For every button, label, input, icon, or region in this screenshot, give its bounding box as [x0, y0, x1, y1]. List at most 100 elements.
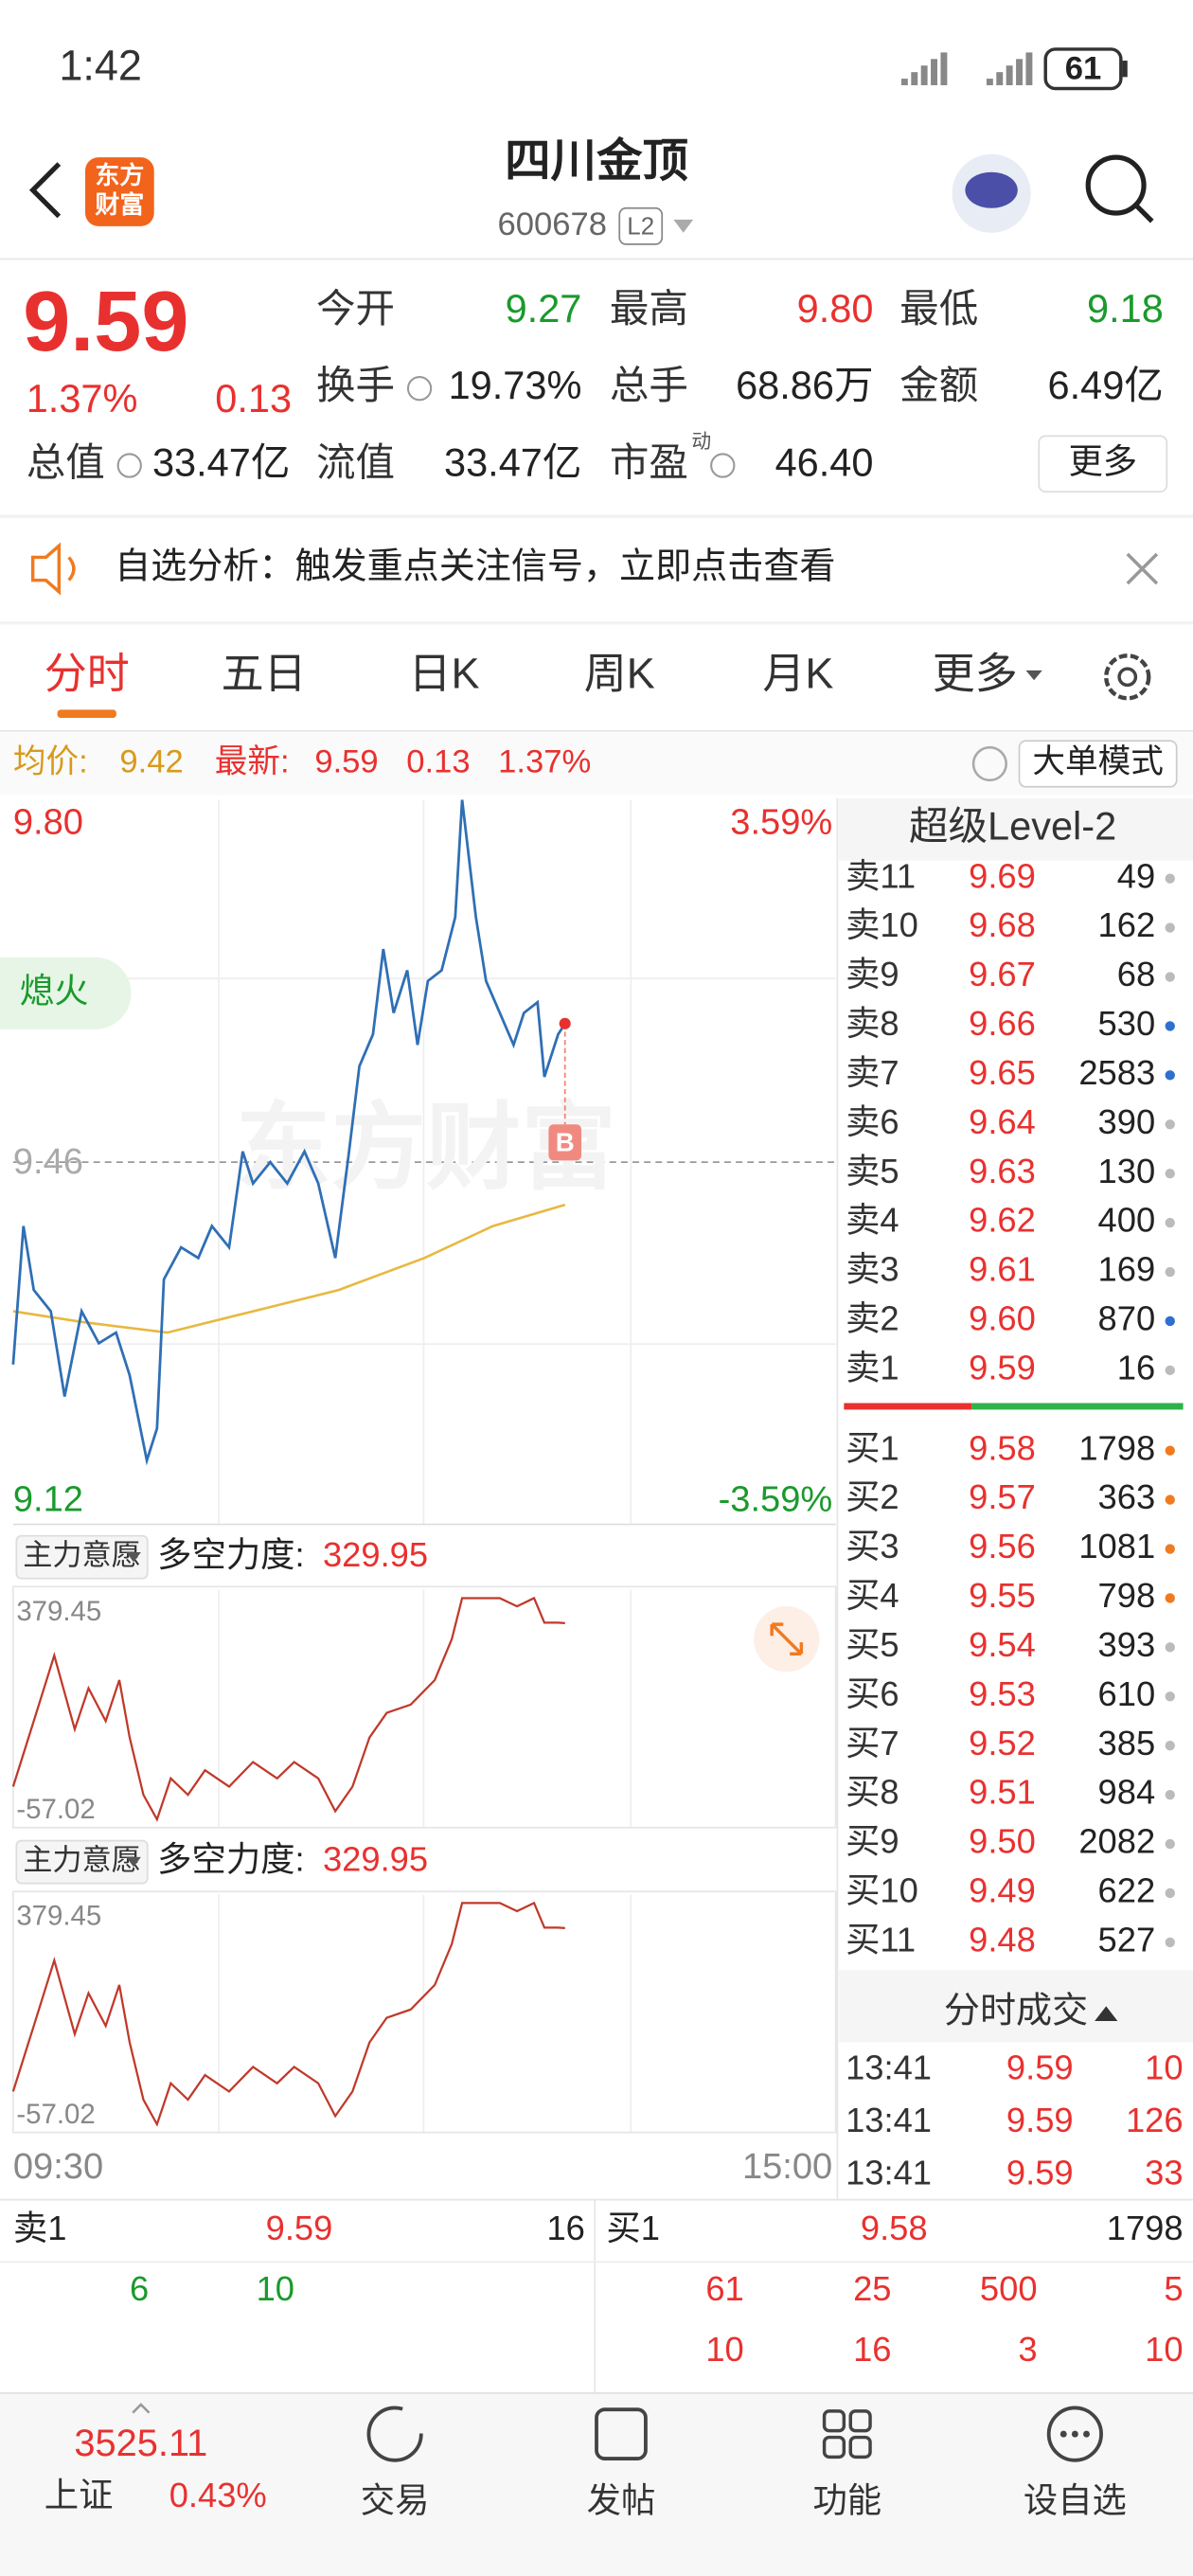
stock-name: 四川金顶 — [505, 135, 688, 187]
signal-bar — [940, 52, 948, 85]
buy-queue-order: 5 — [1164, 2269, 1183, 2308]
order-price: 9.49 — [969, 1871, 1036, 1910]
price-line — [11, 799, 566, 1466]
stat-value: 46.40 — [775, 439, 874, 484]
trade-time: 13:41 — [846, 2048, 932, 2086]
order-price: 9.61 — [969, 1250, 1036, 1289]
avatar-face — [965, 171, 1018, 208]
signal-bar — [986, 79, 993, 85]
signal-bar — [1025, 52, 1033, 85]
nav-item[interactable]: 设自选 — [1024, 2480, 1127, 2519]
order-price: 9.54 — [969, 1625, 1036, 1664]
order-dot — [1165, 1741, 1175, 1751]
avg-label: 均价: — [13, 744, 88, 780]
tab[interactable]: 月K — [762, 650, 833, 698]
buy-queue-order: 25 — [853, 2269, 891, 2308]
order-price: 9.68 — [969, 905, 1036, 944]
nav-item[interactable]: 发帖 — [587, 2480, 656, 2519]
order-volume: 1798 — [1078, 1428, 1155, 1467]
order-volume: 162 — [1098, 905, 1156, 944]
buy-queue-order: 500 — [980, 2269, 1038, 2308]
change-pct: 1.37% — [27, 376, 138, 420]
order-level: 买9 — [846, 1822, 899, 1861]
indicator-frame — [11, 1585, 837, 1829]
info-icon[interactable] — [406, 376, 433, 402]
sell-price: 9.59 — [266, 2209, 333, 2247]
indicator-selector-text[interactable]: 主力意愿 — [23, 1538, 141, 1571]
order-price: 9.67 — [969, 955, 1036, 993]
indicator-min: -57.02 — [16, 1794, 95, 1825]
speaker-icon — [30, 542, 76, 596]
settings-hub — [1117, 667, 1138, 688]
search-icon[interactable] — [1085, 154, 1147, 216]
mode-button-text[interactable]: 大单模式 — [1032, 744, 1163, 780]
stat-label: 金额 — [899, 363, 978, 407]
info-icon[interactable] — [116, 453, 142, 478]
index-value[interactable]: 3525.11 — [74, 2423, 207, 2464]
search-handle — [1133, 203, 1154, 224]
order-level: 卖6 — [846, 1102, 899, 1141]
order-volume: 68 — [1117, 955, 1155, 993]
nav-item[interactable]: 功能 — [812, 2480, 881, 2519]
order-level: 卖10 — [846, 905, 918, 944]
order-dot — [1165, 1494, 1175, 1505]
tab[interactable]: 更多 — [933, 650, 1018, 698]
indicator-selector — [15, 1839, 149, 1885]
close-icon[interactable] — [1126, 552, 1159, 585]
tab[interactable]: 分时 — [45, 650, 130, 698]
nav-icon-dot — [1059, 2430, 1067, 2438]
indicator-label: 多空力度: — [157, 1535, 304, 1574]
tab[interactable]: 日K — [409, 650, 480, 698]
trades-title[interactable]: 分时成交 — [944, 1991, 1088, 2030]
order-level: 卖2 — [846, 1299, 899, 1338]
stat-value: 9.27 — [506, 286, 582, 331]
order-volume: 363 — [1098, 1477, 1156, 1516]
nav-icon — [848, 2409, 872, 2433]
trade-price: 9.59 — [1006, 2048, 1074, 2086]
order-price: 9.57 — [969, 1477, 1036, 1516]
buy-queue-order: 10 — [705, 2330, 743, 2369]
stat-value: 9.18 — [1087, 286, 1164, 331]
status-time: 1:42 — [59, 42, 142, 90]
order-level: 卖9 — [846, 955, 899, 993]
nav-icon — [366, 2406, 423, 2462]
nav-icon — [822, 2409, 846, 2433]
notice-text[interactable]: 自选分析：触发重点关注信号，立即点击查看 — [115, 547, 835, 587]
avg-line — [12, 1203, 566, 1334]
latest-label: 最新: — [215, 744, 290, 780]
ask-ratio-bar — [844, 1403, 972, 1410]
selector-caret — [126, 1856, 141, 1868]
indicator-min: -57.02 — [16, 2099, 95, 2130]
back-button[interactable] — [28, 162, 62, 219]
status-badge — [0, 957, 132, 1029]
tab-more-caret — [1025, 670, 1042, 681]
stat-value: 9.80 — [797, 286, 874, 331]
tab[interactable]: 周K — [584, 650, 655, 698]
tab[interactable]: 五日 — [222, 650, 307, 698]
indicator-selector-text[interactable]: 主力意愿 — [23, 1843, 141, 1876]
latest-change: 0.13 — [406, 744, 470, 780]
stat-value: 6.49亿 — [1048, 363, 1164, 407]
signal-bar — [931, 59, 937, 85]
settings-icon[interactable] — [1104, 653, 1151, 701]
stat-label: 总值 — [27, 439, 105, 484]
stat-label: 市盈 — [610, 439, 688, 484]
order-price: 9.48 — [969, 1920, 1036, 1959]
index-name: 上证 — [45, 2476, 114, 2514]
order-price: 9.65 — [969, 1053, 1036, 1092]
more-button-text[interactable]: 更多 — [1068, 441, 1137, 480]
order-price: 9.69 — [969, 856, 1036, 895]
order-level: 卖5 — [846, 1152, 899, 1190]
nav-item[interactable]: 交易 — [361, 2480, 430, 2519]
sell-queue-order: 6 — [130, 2269, 149, 2308]
battery-tip — [1122, 61, 1128, 78]
info-icon[interactable] — [710, 453, 736, 478]
code-dropdown[interactable] — [673, 219, 694, 233]
order-volume: 527 — [1098, 1920, 1156, 1959]
stat-label: 最低 — [899, 286, 978, 331]
order-volume: 400 — [1098, 1201, 1156, 1240]
order-dot — [1165, 1169, 1175, 1179]
order-level: 买6 — [846, 1674, 899, 1713]
help-icon[interactable] — [971, 745, 1007, 782]
